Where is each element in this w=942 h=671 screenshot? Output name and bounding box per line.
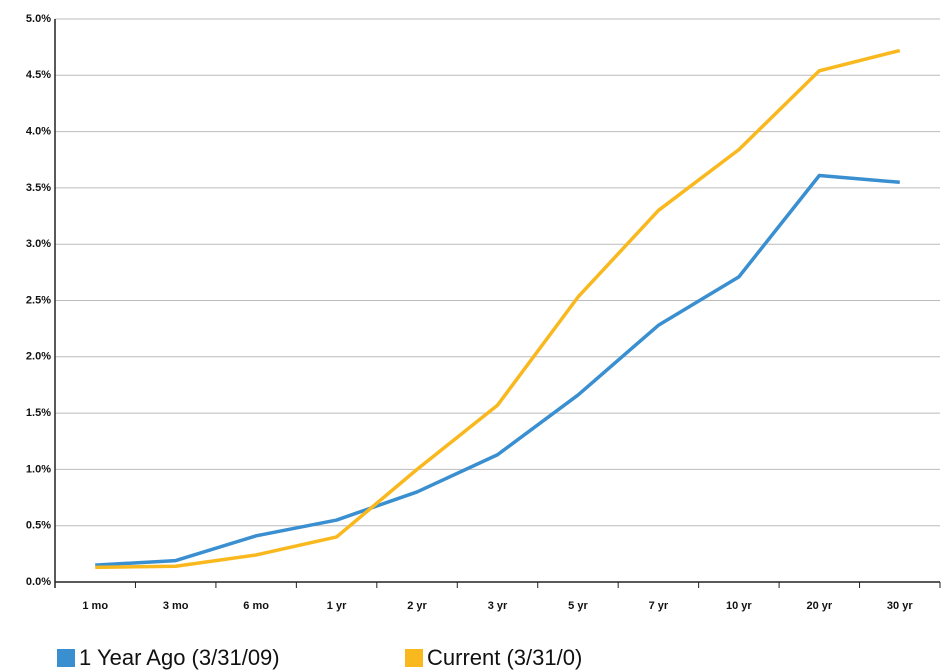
x-tick-label: 10 yr: [726, 600, 752, 612]
y-tick-label: 3.0%: [26, 238, 51, 250]
legend-swatch: [57, 649, 75, 667]
y-tick-label: 5.0%: [26, 13, 51, 25]
x-tick-label: 3 yr: [488, 600, 508, 612]
x-tick-label: 6 mo: [243, 600, 269, 612]
line-series: [95, 48, 901, 570]
y-tick-label: 1.0%: [26, 463, 51, 475]
y-tick-label: 4.5%: [26, 69, 51, 81]
x-tick-label: 7 yr: [649, 600, 669, 612]
line-series: [95, 173, 900, 567]
x-tick-label: 1 yr: [327, 600, 347, 612]
x-tick-label: 30 yr: [887, 600, 913, 612]
y-tick-label: 1.5%: [26, 407, 51, 419]
y-tick-label: 2.0%: [26, 351, 51, 363]
y-tick-label: 2.5%: [26, 294, 51, 306]
x-tick-label: 20 yr: [806, 600, 832, 612]
legend-swatch: [405, 649, 423, 667]
y-tick-label: 0.0%: [26, 576, 51, 588]
legend-label: Current (3/31/0): [427, 645, 582, 670]
y-tick-label: 0.5%: [26, 520, 51, 532]
x-tick-label: 1 mo: [82, 600, 108, 612]
x-tick-label: 2 yr: [407, 600, 427, 612]
y-tick-label: 3.5%: [26, 182, 51, 194]
x-tick-label: 3 mo: [163, 600, 189, 612]
legend-label: 1 Year Ago (3/31/09): [79, 645, 280, 670]
x-tick-label: 5 yr: [568, 600, 588, 612]
y-tick-label: 4.0%: [26, 126, 51, 138]
